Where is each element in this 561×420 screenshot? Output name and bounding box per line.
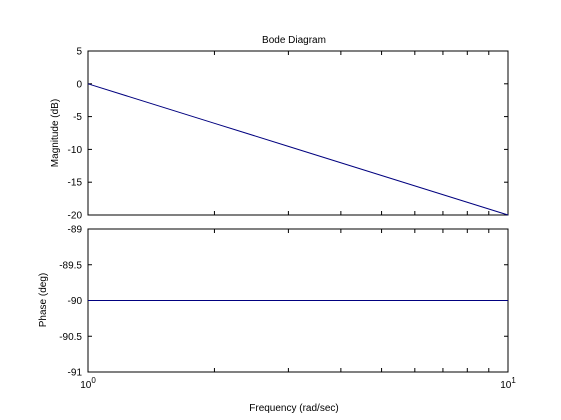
magnitude-ticks: 5 0 -5 -10 -15 -20 xyxy=(68,47,509,222)
magnitude-series-line xyxy=(87,83,509,216)
frequency-xtick-label: 100 xyxy=(80,376,96,391)
magnitude-ytick-label: 5 xyxy=(76,47,82,58)
phase-ytick-label: -90.5 xyxy=(59,332,82,343)
frequency-xlabel: Frequency (rad/sec) xyxy=(249,403,338,414)
magnitude-ylabel: Magnitude (dB) xyxy=(50,99,61,167)
magnitude-ytick-label: 0 xyxy=(76,79,82,90)
phase-ytick-label: -91 xyxy=(68,368,83,379)
magnitude-ytick-label: -10 xyxy=(68,145,83,156)
magnitude-panel: 5 0 -5 -10 -15 -20 Magnitude (dB) xyxy=(50,47,509,222)
phase-ytick-label: -89 xyxy=(68,225,83,236)
frequency-xtick-label: 101 xyxy=(500,376,516,391)
magnitude-ytick-label: -5 xyxy=(73,112,82,123)
phase-ytick-label: -89.5 xyxy=(59,260,82,271)
magnitude-axes-box xyxy=(87,50,509,216)
chart-title: Bode Diagram xyxy=(262,35,326,46)
phase-ytick-label: -90 xyxy=(68,296,83,307)
phase-ylabel: Phase (deg) xyxy=(38,273,49,327)
magnitude-ytick-label: -15 xyxy=(68,178,83,189)
magnitude-ytick-label: -20 xyxy=(68,211,83,222)
magnitude-series xyxy=(87,83,509,216)
